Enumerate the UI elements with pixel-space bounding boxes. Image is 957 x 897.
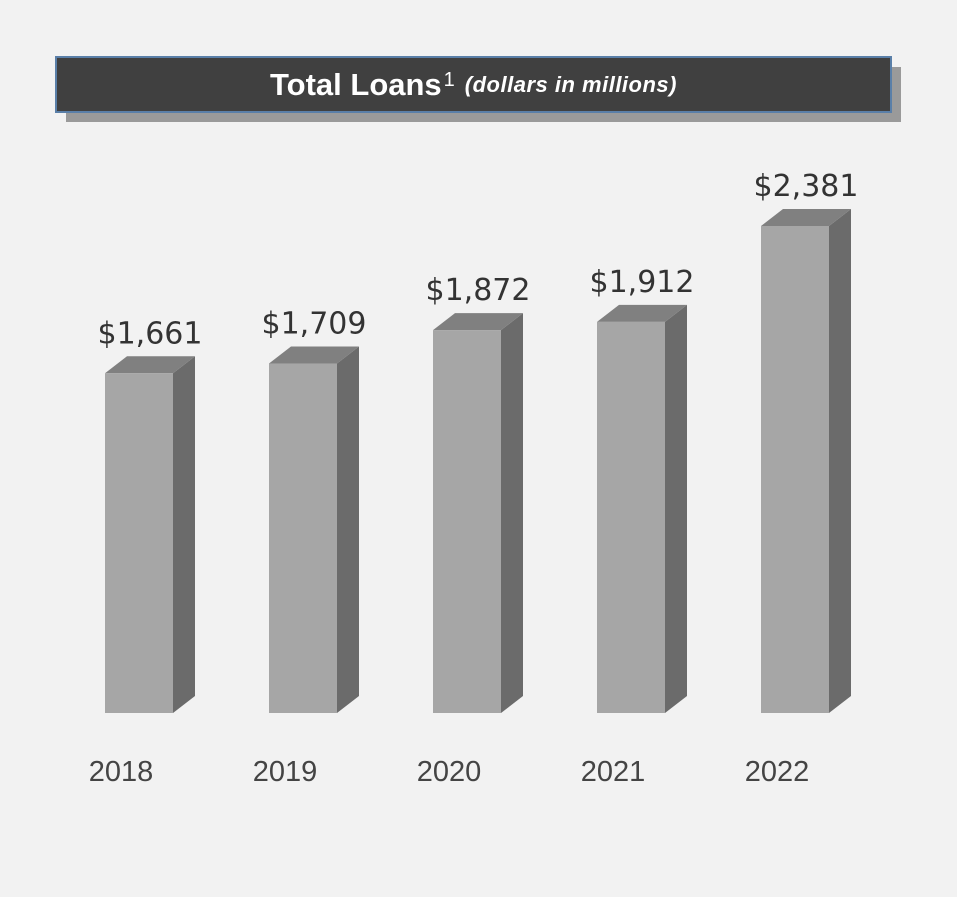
title-box: Total Loans 1 (dollars in millions): [55, 56, 892, 113]
bar-side: [829, 209, 851, 713]
bar: [761, 226, 829, 713]
bar-top: [761, 209, 851, 226]
x-tick-label: 2019: [253, 756, 318, 788]
bar-top: [105, 356, 195, 374]
x-tick-label: 2021: [581, 756, 646, 788]
x-tick-label: 2020: [417, 756, 482, 788]
value-label: $2,381: [754, 169, 859, 204]
bar-top: [433, 313, 523, 331]
value-label: $1,912: [590, 265, 695, 300]
bar: [269, 363, 337, 713]
x-tick-label: 2018: [89, 756, 154, 788]
bar-top: [597, 304, 687, 322]
bar: [597, 321, 665, 713]
value-label: $1,661: [98, 316, 203, 351]
bar-side: [665, 304, 687, 713]
title-footnote: 1: [443, 69, 455, 91]
x-tick-label: 2022: [745, 756, 810, 788]
value-label: $1,872: [426, 273, 531, 308]
bar: [433, 330, 501, 713]
bar-side: [337, 346, 359, 713]
chart-subtitle: (dollars in millions): [464, 71, 677, 97]
bar-top: [269, 346, 359, 364]
chart-title: Total Loans: [270, 66, 442, 102]
bar: [105, 373, 173, 713]
bar-side: [501, 313, 523, 713]
value-label: $1,709: [262, 306, 367, 341]
bar-side: [173, 356, 195, 713]
